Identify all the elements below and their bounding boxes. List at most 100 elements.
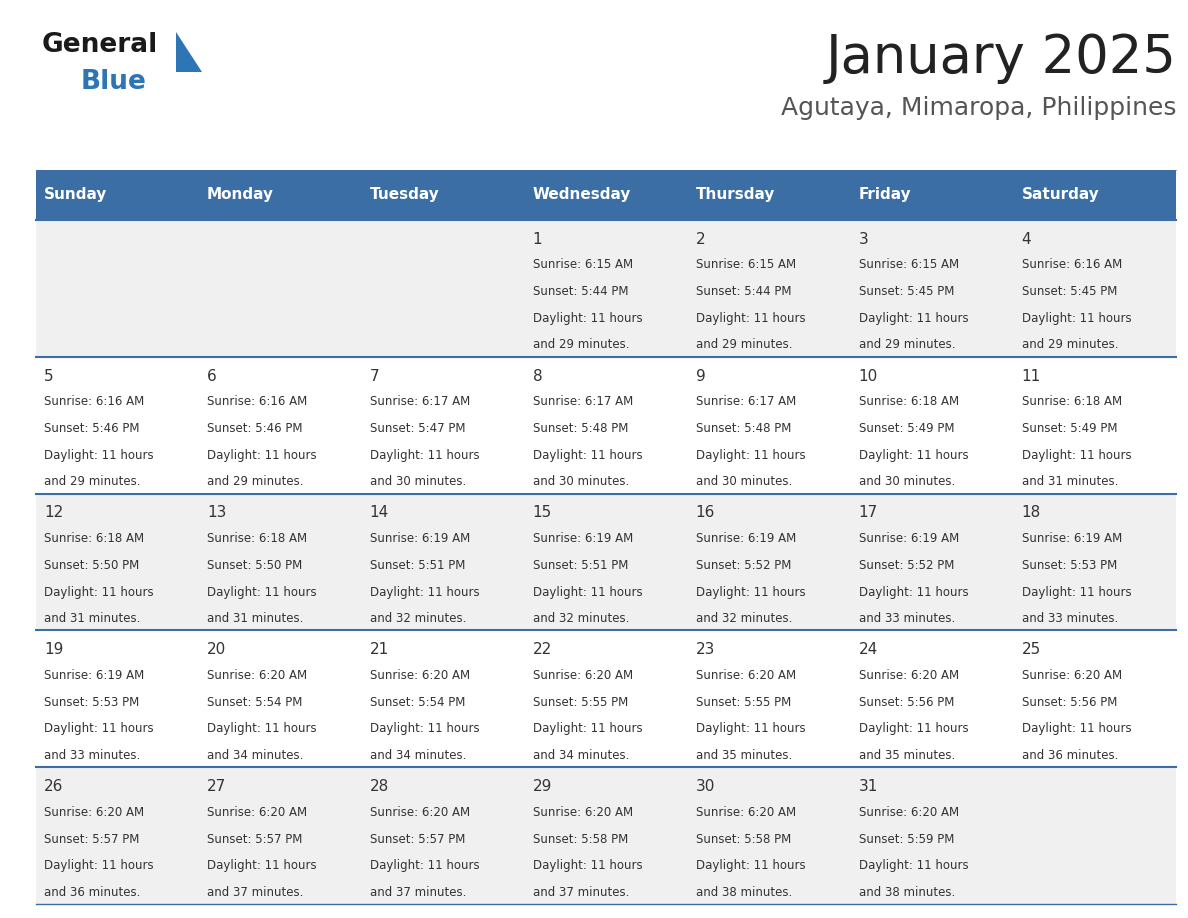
Text: Saturday: Saturday (1022, 187, 1099, 202)
Text: Wednesday: Wednesday (532, 187, 631, 202)
Text: Thursday: Thursday (696, 187, 775, 202)
Text: Sunset: 5:47 PM: Sunset: 5:47 PM (369, 422, 466, 435)
Bar (36, 170, 198, 219)
Text: and 38 minutes.: and 38 minutes. (696, 886, 792, 899)
Text: 25: 25 (1022, 643, 1041, 657)
Text: and 33 minutes.: and 33 minutes. (1022, 612, 1118, 625)
Text: Sunset: 5:57 PM: Sunset: 5:57 PM (369, 833, 466, 845)
Text: Sunrise: 6:19 AM: Sunrise: 6:19 AM (696, 532, 796, 545)
Text: Sunset: 5:59 PM: Sunset: 5:59 PM (859, 833, 954, 845)
Text: Daylight: 11 hours: Daylight: 11 hours (1022, 312, 1131, 325)
Text: Sunset: 5:44 PM: Sunset: 5:44 PM (696, 285, 791, 298)
Text: Daylight: 11 hours: Daylight: 11 hours (1022, 449, 1131, 462)
Text: and 37 minutes.: and 37 minutes. (369, 886, 466, 899)
Bar (851, 170, 1013, 219)
Bar (361, 170, 524, 219)
Text: Sunset: 5:58 PM: Sunset: 5:58 PM (696, 833, 791, 845)
Text: 17: 17 (859, 506, 878, 521)
Text: Sunset: 5:56 PM: Sunset: 5:56 PM (859, 696, 954, 709)
Text: Daylight: 11 hours: Daylight: 11 hours (369, 586, 480, 599)
Text: Sunrise: 6:15 AM: Sunrise: 6:15 AM (532, 258, 633, 272)
Text: Sunrise: 6:20 AM: Sunrise: 6:20 AM (369, 806, 470, 819)
Text: Daylight: 11 hours: Daylight: 11 hours (369, 722, 480, 735)
Text: 21: 21 (369, 643, 388, 657)
Text: Sunset: 5:50 PM: Sunset: 5:50 PM (44, 559, 139, 572)
Text: and 37 minutes.: and 37 minutes. (207, 886, 303, 899)
Text: and 34 minutes.: and 34 minutes. (369, 749, 466, 762)
Text: Sunset: 5:53 PM: Sunset: 5:53 PM (1022, 559, 1117, 572)
Text: and 30 minutes.: and 30 minutes. (369, 476, 466, 488)
Text: Sunrise: 6:16 AM: Sunrise: 6:16 AM (1022, 258, 1121, 272)
Text: Sunrise: 6:20 AM: Sunrise: 6:20 AM (859, 669, 959, 682)
Text: Sunrise: 6:20 AM: Sunrise: 6:20 AM (532, 669, 633, 682)
Text: Sunrise: 6:17 AM: Sunrise: 6:17 AM (532, 396, 633, 409)
Text: Sunset: 5:52 PM: Sunset: 5:52 PM (696, 559, 791, 572)
Text: Friday: Friday (859, 187, 911, 202)
Text: General: General (42, 32, 158, 58)
Text: and 33 minutes.: and 33 minutes. (859, 612, 955, 625)
Text: Daylight: 11 hours: Daylight: 11 hours (532, 449, 643, 462)
Text: and 35 minutes.: and 35 minutes. (859, 749, 955, 762)
Text: Sunrise: 6:20 AM: Sunrise: 6:20 AM (696, 669, 796, 682)
Text: Sunrise: 6:20 AM: Sunrise: 6:20 AM (207, 806, 307, 819)
Text: and 32 minutes.: and 32 minutes. (696, 612, 792, 625)
Text: 18: 18 (1022, 506, 1041, 521)
Text: Sunrise: 6:20 AM: Sunrise: 6:20 AM (369, 669, 470, 682)
Text: Sunset: 5:57 PM: Sunset: 5:57 PM (207, 833, 302, 845)
Text: 14: 14 (369, 506, 388, 521)
Text: and 37 minutes.: and 37 minutes. (532, 886, 630, 899)
Bar (1013, 170, 1176, 219)
Text: 16: 16 (696, 506, 715, 521)
Text: and 32 minutes.: and 32 minutes. (369, 612, 466, 625)
Text: Sunrise: 6:18 AM: Sunrise: 6:18 AM (44, 532, 144, 545)
Text: Sunday: Sunday (44, 187, 107, 202)
Text: and 32 minutes.: and 32 minutes. (532, 612, 630, 625)
Text: Sunrise: 6:20 AM: Sunrise: 6:20 AM (207, 669, 307, 682)
Text: Sunrise: 6:18 AM: Sunrise: 6:18 AM (1022, 396, 1121, 409)
Text: and 38 minutes.: and 38 minutes. (859, 886, 955, 899)
Text: Sunset: 5:55 PM: Sunset: 5:55 PM (696, 696, 791, 709)
Bar (36, 631, 1176, 767)
Text: Blue: Blue (81, 69, 146, 95)
Text: Sunrise: 6:20 AM: Sunrise: 6:20 AM (44, 806, 144, 819)
Text: Daylight: 11 hours: Daylight: 11 hours (859, 312, 968, 325)
Text: 10: 10 (859, 369, 878, 384)
Text: Sunset: 5:54 PM: Sunset: 5:54 PM (207, 696, 302, 709)
Text: 20: 20 (207, 643, 226, 657)
Text: Daylight: 11 hours: Daylight: 11 hours (696, 859, 805, 872)
Text: Daylight: 11 hours: Daylight: 11 hours (696, 312, 805, 325)
Text: Sunrise: 6:16 AM: Sunrise: 6:16 AM (44, 396, 144, 409)
Text: 3: 3 (859, 231, 868, 247)
Text: Daylight: 11 hours: Daylight: 11 hours (859, 859, 968, 872)
Text: Sunset: 5:45 PM: Sunset: 5:45 PM (1022, 285, 1117, 298)
Text: Sunrise: 6:20 AM: Sunrise: 6:20 AM (859, 806, 959, 819)
Text: 5: 5 (44, 369, 53, 384)
Text: Sunset: 5:51 PM: Sunset: 5:51 PM (369, 559, 466, 572)
Text: 26: 26 (44, 779, 63, 794)
Text: Daylight: 11 hours: Daylight: 11 hours (207, 722, 316, 735)
Bar (688, 170, 851, 219)
Text: Sunrise: 6:15 AM: Sunrise: 6:15 AM (696, 258, 796, 272)
Text: Sunrise: 6:19 AM: Sunrise: 6:19 AM (1022, 532, 1121, 545)
Text: 6: 6 (207, 369, 216, 384)
Text: and 29 minutes.: and 29 minutes. (859, 339, 955, 352)
Text: Monday: Monday (207, 187, 274, 202)
Text: Sunset: 5:46 PM: Sunset: 5:46 PM (44, 422, 139, 435)
Text: Daylight: 11 hours: Daylight: 11 hours (44, 722, 153, 735)
Text: 11: 11 (1022, 369, 1041, 384)
Bar (36, 494, 1176, 631)
Text: and 29 minutes.: and 29 minutes. (207, 476, 303, 488)
Text: Sunrise: 6:15 AM: Sunrise: 6:15 AM (859, 258, 959, 272)
Text: Sunset: 5:54 PM: Sunset: 5:54 PM (369, 696, 466, 709)
Text: Daylight: 11 hours: Daylight: 11 hours (44, 586, 153, 599)
Text: and 34 minutes.: and 34 minutes. (532, 749, 630, 762)
Text: 22: 22 (532, 643, 552, 657)
Text: Daylight: 11 hours: Daylight: 11 hours (532, 722, 643, 735)
Text: Daylight: 11 hours: Daylight: 11 hours (207, 449, 316, 462)
Text: and 29 minutes.: and 29 minutes. (532, 339, 630, 352)
Text: Sunrise: 6:16 AM: Sunrise: 6:16 AM (207, 396, 308, 409)
Text: Sunrise: 6:18 AM: Sunrise: 6:18 AM (859, 396, 959, 409)
Text: and 31 minutes.: and 31 minutes. (1022, 476, 1118, 488)
Text: Sunset: 5:48 PM: Sunset: 5:48 PM (532, 422, 628, 435)
Text: Daylight: 11 hours: Daylight: 11 hours (44, 449, 153, 462)
